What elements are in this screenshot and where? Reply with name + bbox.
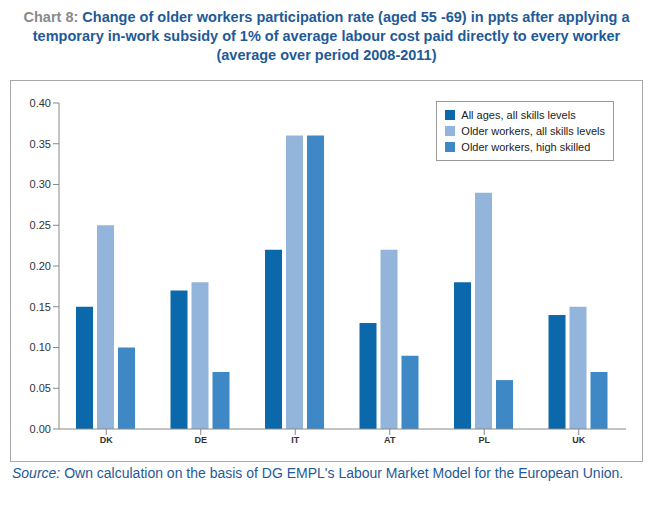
svg-text:0.15: 0.15 — [30, 301, 51, 313]
svg-text:0.10: 0.10 — [30, 341, 51, 353]
svg-text:DE: DE — [194, 435, 207, 445]
svg-text:0.00: 0.00 — [30, 423, 51, 435]
svg-text:0.05: 0.05 — [30, 382, 51, 394]
svg-text:0.25: 0.25 — [30, 219, 51, 231]
svg-text:0.30: 0.30 — [30, 178, 51, 190]
html-text:Source: Own calculation on the: Source: Own calculation on the basis of … — [12, 465, 624, 481]
svg-text:UK: UK — [572, 435, 585, 445]
svg-text:IT: IT — [291, 435, 300, 445]
html-text:Chart 8: Change of older worke: Chart 8: Change of older workers partici… — [23, 9, 630, 63]
html-text:Older workers, high skilled: Older workers, high skilled — [461, 141, 591, 153]
svg-text:DK: DK — [100, 435, 113, 445]
html-text:All ages, all skills levels: All ages, all skills levels — [461, 109, 576, 121]
svg-text:AT: AT — [384, 435, 396, 445]
svg-text:0.20: 0.20 — [30, 260, 51, 272]
svg-text:0.40: 0.40 — [30, 97, 51, 109]
svg-text:0.35: 0.35 — [30, 138, 51, 150]
svg-text:PL: PL — [478, 435, 490, 445]
html-text:Older workers, all skills leve: Older workers, all skills levels — [461, 125, 605, 137]
